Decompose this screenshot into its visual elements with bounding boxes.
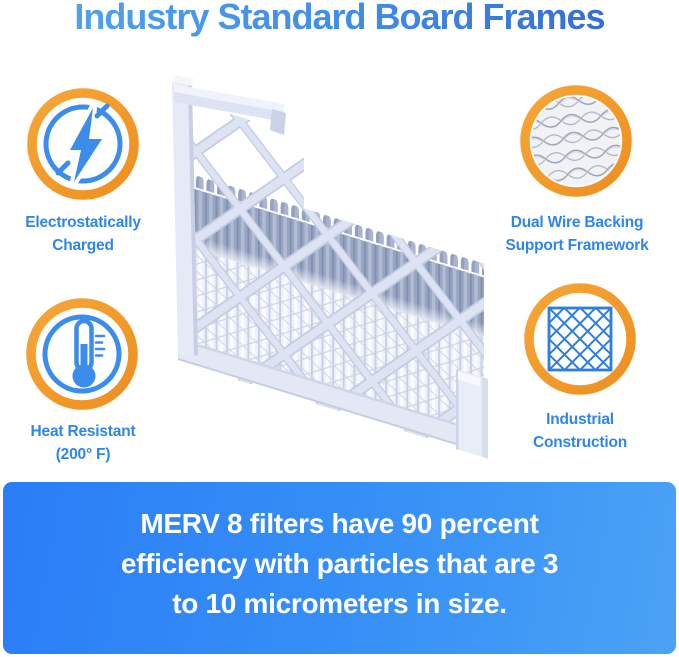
wire-mesh-icon bbox=[520, 85, 632, 197]
feature-heat-resistant bbox=[22, 294, 142, 419]
bottom-frame-rail bbox=[178, 337, 484, 454]
feature-electrostatic bbox=[23, 84, 143, 209]
feature-heat-resistant-label: Heat Resistant (200° F) bbox=[30, 423, 136, 463]
filter-media-group bbox=[178, 101, 488, 459]
feature-industrial-label: Industrial Construction bbox=[532, 411, 628, 451]
feature-wire-backing-label: Dual Wire Backing Support Framework bbox=[505, 214, 649, 254]
lightning-bolt-icon bbox=[27, 88, 139, 200]
right-end-cap bbox=[456, 368, 488, 459]
feature-electrostatic-label: Electrostatically Charged bbox=[25, 214, 141, 254]
merv-info-banner: MERV 8 filters have 90 percent efficienc… bbox=[3, 482, 676, 654]
thermometer-icon bbox=[26, 298, 138, 410]
feature-industrial bbox=[520, 279, 640, 404]
pleated-air-filter-illustration bbox=[172, 75, 488, 459]
feature-wire-backing bbox=[516, 81, 636, 206]
top-corner-flange bbox=[174, 84, 286, 135]
left-frame-bar bbox=[172, 75, 198, 356]
page-title: Industry Standard Board Frames bbox=[0, 0, 679, 38]
merv-info-text: MERV 8 filters have 90 percent efficienc… bbox=[120, 508, 559, 619]
lattice-grid-icon bbox=[524, 283, 636, 395]
